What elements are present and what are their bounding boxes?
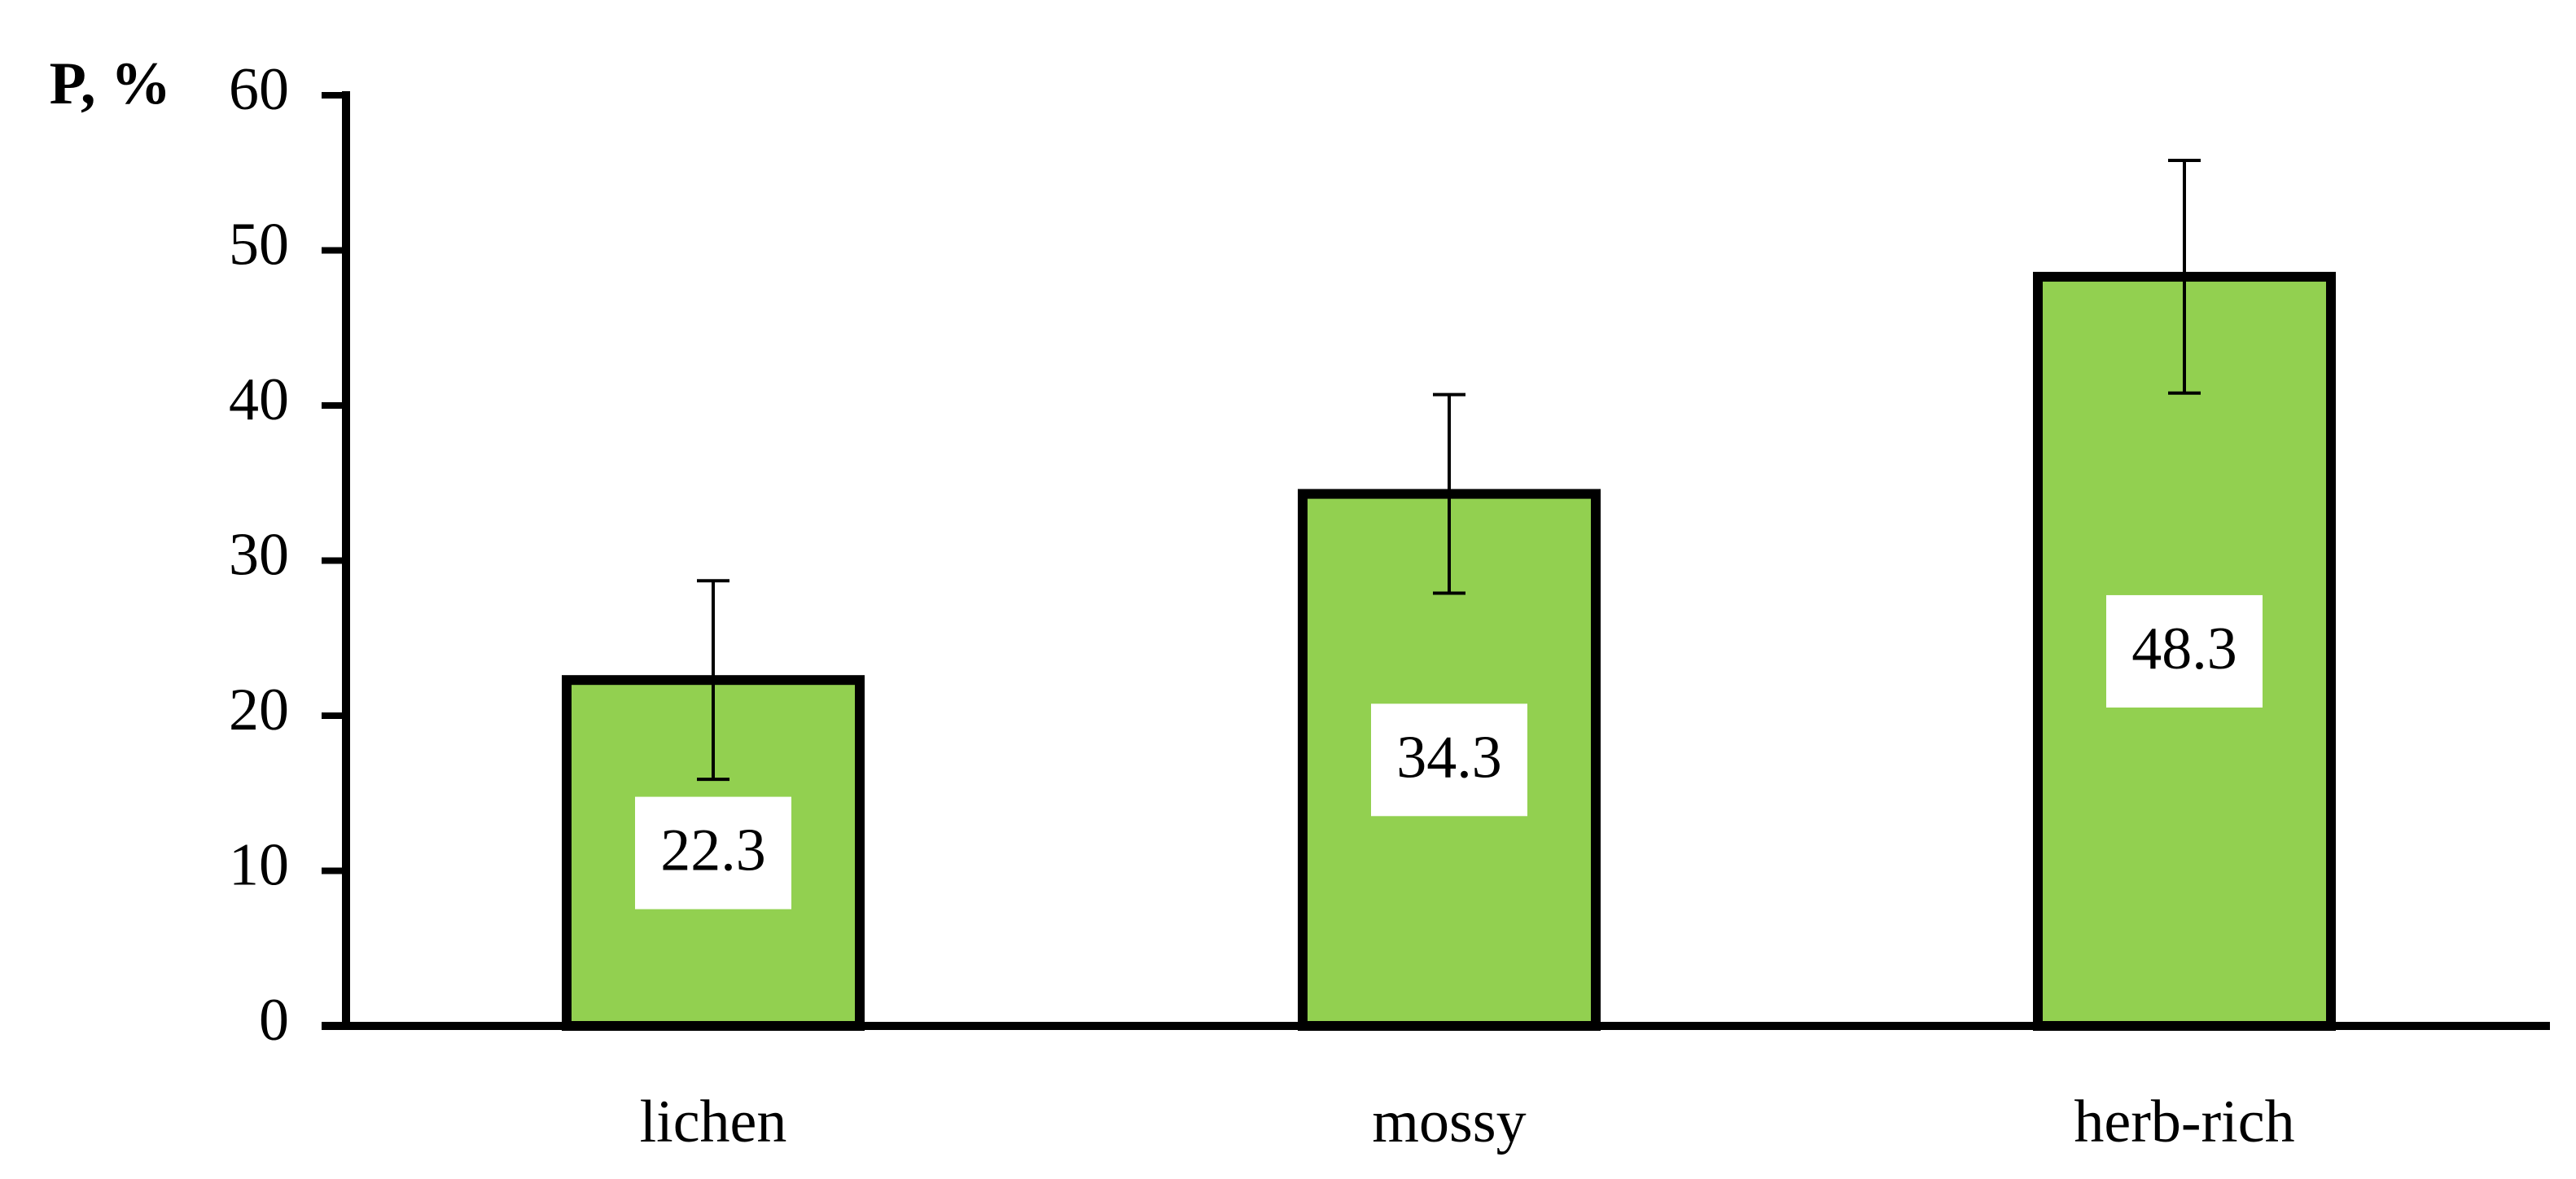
y-tick-label: 20 — [229, 677, 289, 743]
x-tick-label: mossy — [1372, 1089, 1526, 1155]
x-tick-label: lichen — [640, 1089, 787, 1155]
data-label-box — [2106, 594, 2263, 708]
data-label-box — [1371, 703, 1527, 817]
data-label-box — [635, 796, 791, 909]
y-tick-label: 0 — [259, 987, 289, 1054]
y-tick-label: 10 — [229, 831, 289, 898]
y-tick-label: 40 — [229, 366, 289, 433]
y-tick-label: 50 — [229, 211, 289, 278]
y-tick-label: 30 — [229, 521, 289, 588]
data-label: 48.3 — [2131, 616, 2237, 682]
data-label: 22.3 — [660, 817, 766, 884]
y-tick-label: 60 — [229, 56, 289, 123]
y-axis-label: P, % — [50, 50, 171, 117]
x-tick-label: herb-rich — [2074, 1089, 2294, 1155]
data-label: 34.3 — [1396, 724, 1502, 791]
